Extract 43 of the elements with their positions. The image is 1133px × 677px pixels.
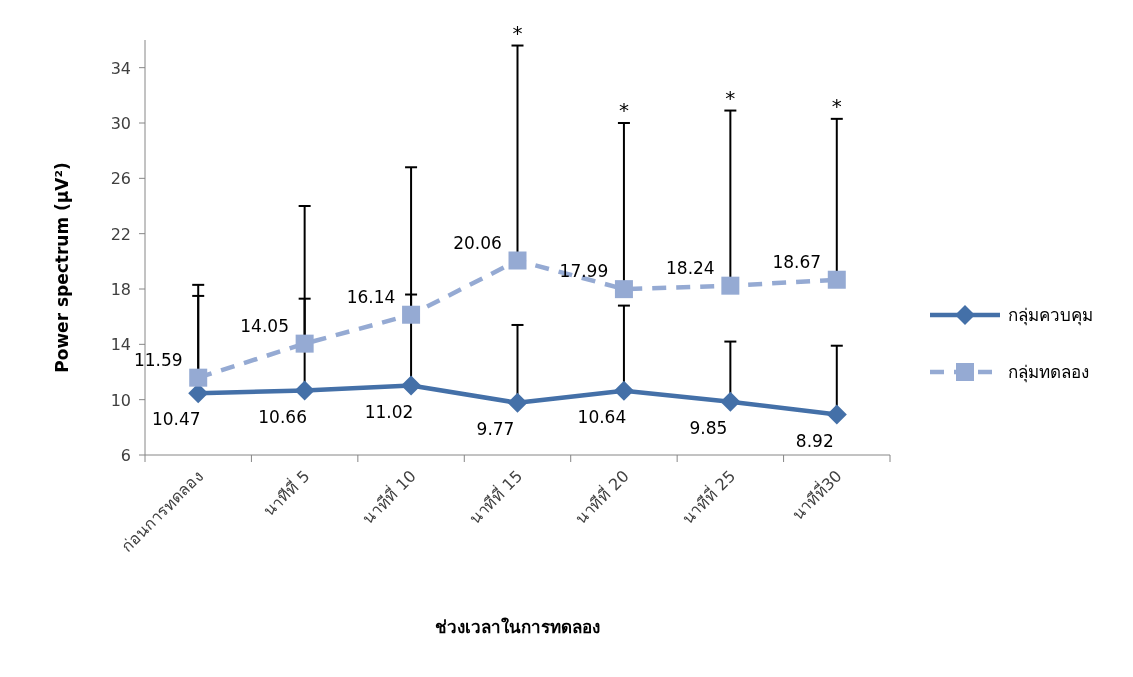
y-tick-label: 18 <box>110 280 131 299</box>
point <box>614 280 633 299</box>
data-label: 8.92 <box>795 430 834 451</box>
annotation: * <box>618 98 629 122</box>
y-tick-label: 22 <box>110 224 131 244</box>
data-label: 10.64 <box>577 406 627 427</box>
data-label: 10.47 <box>151 409 201 430</box>
y-axis-title: Power spectrum (µV²) <box>52 162 72 373</box>
point <box>402 305 421 324</box>
point <box>827 270 846 289</box>
data-label: 14.05 <box>240 315 289 336</box>
point <box>720 391 741 412</box>
point <box>295 334 314 353</box>
point <box>401 375 422 396</box>
point <box>508 251 527 270</box>
point <box>826 404 847 425</box>
y-tick-label: 26 <box>110 169 131 189</box>
data-label: 17.99 <box>559 261 609 282</box>
data-label: 9.77 <box>476 418 515 439</box>
data-label: 16.14 <box>346 286 396 307</box>
point <box>721 276 740 295</box>
annotation: * <box>831 93 842 118</box>
annotation: * <box>725 85 736 110</box>
y-tick-label: 34 <box>110 58 131 78</box>
data-label: 11.59 <box>133 349 183 370</box>
data-label: 18.67 <box>772 251 822 272</box>
point <box>294 380 315 401</box>
y-tick-label: 30 <box>110 114 131 133</box>
point <box>507 392 528 413</box>
data-label: 18.24 <box>666 257 715 278</box>
point <box>189 368 208 387</box>
y-tick-label: 10 <box>110 390 131 410</box>
point <box>613 380 634 401</box>
legend-label: กลุ่มควบคุม <box>1008 305 1093 326</box>
legend-label: กลุ่มทดลอง <box>1008 362 1089 383</box>
data-label: 10.66 <box>258 406 307 427</box>
data-label: 11.02 <box>364 401 414 422</box>
data-label: 20.06 <box>453 232 502 253</box>
x-axis-title: ช่วงเวลาในการทดลอง <box>435 617 600 637</box>
y-tick-label: 14 <box>110 335 131 355</box>
annotation: * <box>512 20 523 45</box>
y-tick-label: 6 <box>120 446 131 465</box>
data-label: 9.85 <box>689 417 728 438</box>
